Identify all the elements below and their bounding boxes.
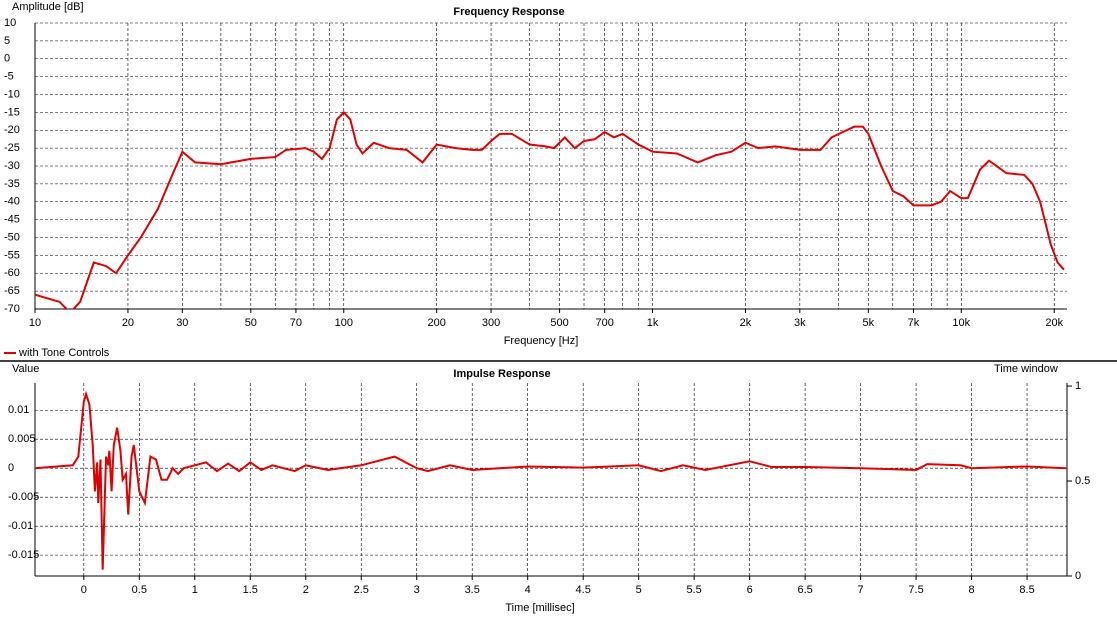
chart-title: Frequency Response — [453, 6, 564, 18]
x-tick-label: 4.5 — [576, 584, 591, 596]
x-tick-label: 3.5 — [465, 584, 480, 596]
y-tick-label: 0.005 — [8, 433, 36, 445]
x-tick-label: 7 — [858, 584, 864, 596]
y-axis-label: Value — [12, 363, 39, 375]
y-tick-label: -5 — [4, 71, 14, 83]
x-tick-label: 2.5 — [354, 584, 369, 596]
y2-tick-label: 0.5 — [1075, 475, 1090, 487]
x-tick-label: 7.5 — [908, 584, 923, 596]
chart-title: Impulse Response — [453, 368, 550, 380]
y-tick-label: -0.015 — [8, 549, 39, 561]
y-tick-label: -0.01 — [8, 520, 33, 532]
x-tick-label: 0.5 — [132, 584, 147, 596]
x-tick-label: 6.5 — [797, 584, 812, 596]
x-axis-label: Time [millisec] — [505, 602, 574, 614]
y-tick-label: -25 — [4, 142, 20, 154]
x-tick-label: 5k — [863, 317, 875, 329]
y-tick-label: -20 — [4, 124, 20, 136]
y-tick-label: -50 — [4, 231, 20, 243]
series-line — [35, 110, 1065, 309]
y-tick-label: -10 — [4, 88, 20, 100]
x-tick-label: 20 — [122, 317, 134, 329]
y-tick-label: 0 — [8, 462, 14, 474]
x-tick-label: 6 — [747, 584, 753, 596]
y-tick-label: -40 — [4, 196, 20, 208]
x-tick-label: 700 — [596, 317, 614, 329]
x-tick-label: 2 — [303, 584, 309, 596]
x-tick-label: 7k — [908, 317, 920, 329]
y-tick-label: -15 — [4, 106, 20, 118]
x-tick-label: 1.5 — [243, 584, 258, 596]
x-tick-label: 8.5 — [1019, 584, 1034, 596]
x-tick-label: 2k — [740, 317, 752, 329]
x-tick-label: 3k — [794, 317, 806, 329]
y-axis-label: Amplitude [dB] — [12, 1, 84, 13]
y-tick-label: -45 — [4, 214, 20, 226]
x-tick-label: 70 — [290, 317, 302, 329]
x-axis-label: Frequency [Hz] — [504, 335, 579, 347]
x-tick-label: 30 — [176, 317, 188, 329]
y-tick-label: -55 — [4, 249, 20, 261]
x-tick-label: 3 — [414, 584, 420, 596]
x-tick-label: 10 — [29, 317, 41, 329]
legend-label: with Tone Controls — [18, 347, 110, 359]
x-tick-label: 10k — [952, 317, 970, 329]
y-tick-label: -30 — [4, 160, 20, 172]
y-tick-label: 0.01 — [8, 404, 29, 416]
x-tick-label: 500 — [550, 317, 568, 329]
y2-tick-label: 1 — [1075, 380, 1081, 392]
x-tick-label: 0 — [81, 584, 87, 596]
x-tick-label: 8 — [969, 584, 975, 596]
x-tick-label: 1k — [647, 317, 659, 329]
x-tick-label: 1 — [192, 584, 198, 596]
x-tick-label: 300 — [482, 317, 500, 329]
y-tick-label: 5 — [4, 35, 10, 47]
x-tick-label: 5.5 — [686, 584, 701, 596]
x-tick-label: 50 — [245, 317, 257, 329]
y-tick-label: -65 — [4, 285, 20, 297]
y-tick-label: -70 — [4, 303, 20, 315]
y2-tick-label: 0 — [1075, 570, 1081, 582]
series-line — [35, 390, 1066, 570]
x-tick-label: 5 — [636, 584, 642, 596]
y-tick-label: -35 — [4, 178, 20, 190]
y-tick-label: 0 — [4, 53, 10, 65]
x-tick-label: 20k — [1045, 317, 1063, 329]
x-tick-label: 100 — [335, 317, 353, 329]
x-tick-label: 200 — [428, 317, 446, 329]
x-tick-label: 4 — [525, 584, 531, 596]
y-tick-label: -0.005 — [8, 491, 39, 503]
y-tick-label: -60 — [4, 267, 20, 279]
y2-axis-label: Time window — [994, 363, 1058, 375]
y-tick-label: 10 — [4, 17, 16, 29]
